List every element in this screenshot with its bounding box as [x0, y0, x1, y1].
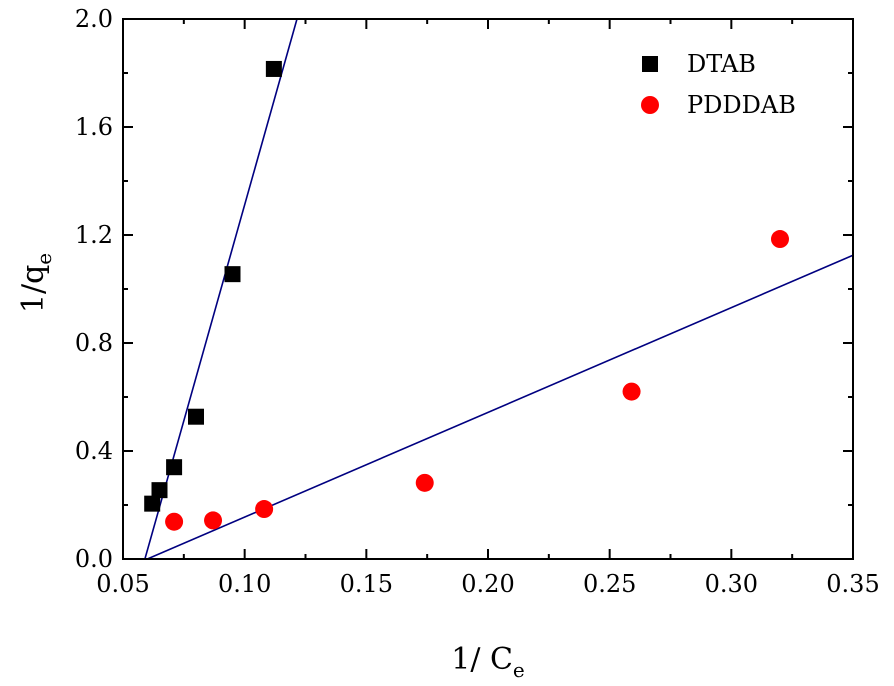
- x-axis-label: 1/ Ce: [451, 642, 525, 682]
- data-point-pdddab: [204, 511, 223, 530]
- data-point-pdddab: [165, 512, 184, 531]
- x-tick-label: 0.10: [218, 570, 271, 598]
- data-point-dtab: [166, 459, 183, 476]
- legend-label-dtab: DTAB: [687, 50, 756, 78]
- y-axis-ticks: 0.0 0.4 0.8 1.2 1.6 2.0: [75, 5, 853, 573]
- legend-marker-dtab: [642, 56, 658, 72]
- legend: DTAB PDDDAB: [641, 50, 796, 119]
- data-point-pdddab: [771, 230, 789, 249]
- data-markers: [144, 60, 789, 531]
- y-tick-label: 1.6: [75, 113, 113, 141]
- data-point-pdddab: [255, 500, 274, 519]
- fit-line-dtab: [144, 19, 298, 559]
- legend-label-pdddab: PDDDAB: [687, 91, 796, 119]
- y-axis-label-sub: e: [32, 253, 56, 265]
- data-point-dtab: [224, 266, 241, 283]
- x-tick-label: 0.15: [340, 570, 393, 598]
- data-point-dtab: [151, 482, 168, 499]
- x-axis-label-main: 1/ C: [451, 642, 513, 677]
- y-tick-label: 0.0: [75, 545, 113, 573]
- x-tick-label: 0.20: [461, 570, 514, 598]
- x-axis-ticks: 0.05 0.10 0.15 0.20 0.25 0.30 0.35: [96, 19, 880, 598]
- y-tick-label: 0.8: [75, 329, 113, 357]
- x-tick-label: 0.05: [96, 570, 149, 598]
- y-tick-label: 2.0: [75, 5, 113, 33]
- y-tick-label: 1.2: [75, 221, 113, 249]
- y-axis-label: 1/qe: [16, 253, 56, 313]
- data-point-pdddab: [622, 382, 641, 401]
- y-tick-label: 0.4: [75, 437, 113, 465]
- data-point-dtab: [144, 495, 161, 512]
- x-tick-label: 0.25: [583, 570, 636, 598]
- data-point-dtab: [265, 60, 282, 77]
- x-tick-label: 0.30: [705, 570, 758, 598]
- fit-line-pdddab: [147, 254, 853, 559]
- x-axis-label-sub: e: [513, 658, 525, 682]
- y-axis-label-main: 1/q: [16, 265, 51, 313]
- data-point-pdddab: [415, 473, 434, 492]
- legend-marker-pdddab: [641, 96, 659, 114]
- data-point-dtab: [188, 408, 204, 425]
- x-tick-label: 0.35: [826, 570, 879, 598]
